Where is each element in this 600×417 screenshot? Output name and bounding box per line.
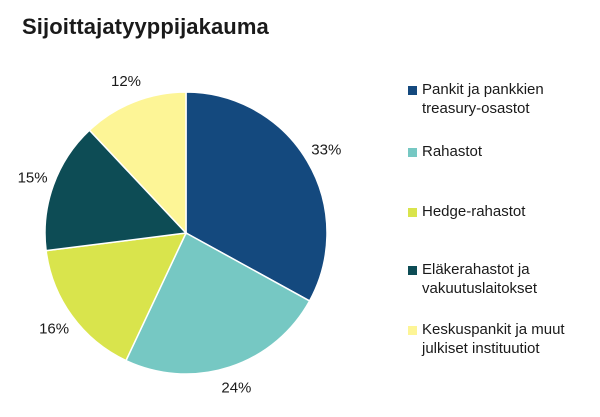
legend-swatch-hedge-rahastot <box>408 208 417 217</box>
legend-swatch-pankit <box>408 86 417 95</box>
pie-label-pankit: 33% <box>311 142 341 159</box>
legend-swatch-elakerahastot <box>408 266 417 275</box>
pie-slice-hedge-rahastot <box>45 232 188 362</box>
pie-percentage-labels: 33% 24% 16% 15% 12% <box>18 73 342 397</box>
legend-label-rahastot: Rahastot <box>422 143 483 160</box>
legend-label-hedge-rahastot: Hedge-rahastot <box>422 203 526 220</box>
pie-label-elakerahastot: 15% <box>18 169 48 186</box>
legend-label-pankit: Pankit ja pankkien treasury-osastot <box>422 81 544 117</box>
legend-label-elakerahastot: Eläkerahastot ja vakuutuslaitokset <box>422 261 538 297</box>
legend-label-keskuspankit: Keskuspankit ja muut julkiset instituuti… <box>422 321 565 357</box>
legend-swatch-keskuspankit <box>408 326 417 335</box>
pie-label-keskuspankit: 12% <box>111 73 141 90</box>
pie-slice-elakerahastot <box>44 129 188 252</box>
pie-slice-rahastot <box>124 231 311 375</box>
pie-label-hedge-rahastot: 16% <box>39 320 69 337</box>
pie-slice-keskuspankit <box>88 91 187 235</box>
pie-label-rahastot: 24% <box>221 380 251 397</box>
pie-slices <box>44 91 328 375</box>
legend-swatch-rahastot <box>408 148 417 157</box>
chart-title: Sijoittajatyyppijakauma <box>22 14 269 39</box>
pie-slice-pankit <box>185 91 328 302</box>
